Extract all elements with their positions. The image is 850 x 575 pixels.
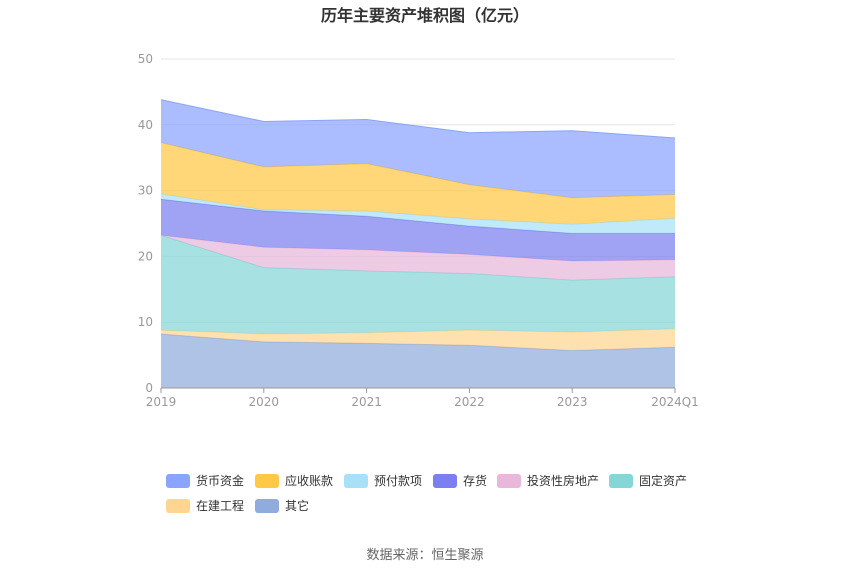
area-2 [161, 235, 675, 334]
area-6 [161, 142, 675, 225]
y-tick-label: 30 [138, 184, 153, 198]
legend-label: 在建工程 [196, 498, 244, 513]
area-4 [161, 199, 675, 261]
legend-swatch [609, 474, 633, 488]
y-tick-label: 20 [138, 249, 153, 263]
legend-swatch [433, 474, 457, 488]
y-tick-label: 40 [138, 118, 153, 132]
area-0 [161, 334, 675, 388]
legend-label: 货币资金 [196, 473, 244, 488]
legend-item[interactable]: 投资性房地产 [497, 473, 599, 488]
axes: 0 10 20 30 40 50 2019 2020 2021 2022 2023 2024Q1 [138, 52, 699, 409]
x-tick-label: 2024Q1 [651, 395, 699, 409]
legend-swatch [166, 474, 190, 488]
x-tick-label: 2021 [351, 395, 382, 409]
legend-label: 应收账款 [285, 473, 333, 488]
legend-swatch [255, 499, 279, 513]
legend-item[interactable]: 货币资金 [166, 473, 244, 488]
legend-item[interactable]: 其它 [255, 498, 309, 513]
area-3 [161, 235, 675, 281]
area-1 [161, 328, 675, 351]
chart-title: 历年主要资产堆积图（亿元） [321, 6, 529, 25]
area-edge-7 [160, 99, 676, 139]
y-tick-label: 0 [145, 381, 153, 395]
x-tick-label: 2022 [454, 395, 485, 409]
legend-item[interactable]: 在建工程 [166, 498, 244, 513]
legend-item[interactable]: 预付款项 [344, 474, 422, 488]
legend-label: 投资性房地产 [527, 473, 599, 488]
area-series [160, 99, 676, 388]
data-source: 数据来源：恒生聚源 [366, 548, 483, 563]
y-tick-label: 10 [138, 315, 153, 329]
x-tick-label: 2019 [146, 395, 177, 409]
y-tick-label: 50 [138, 52, 153, 66]
legend-item[interactable]: 应收账款 [255, 473, 333, 488]
x-tick-label: 2020 [249, 395, 280, 409]
legend-label: 预付款项 [374, 474, 422, 488]
legend-swatch [255, 474, 279, 488]
legend-label: 其它 [285, 498, 309, 513]
legend-swatch [344, 474, 368, 488]
legend-label: 固定资产 [639, 473, 687, 488]
area-5 [161, 193, 675, 234]
legend-item[interactable]: 固定资产 [609, 473, 687, 488]
legend-swatch [497, 474, 521, 488]
legend-label: 存货 [463, 473, 487, 488]
area-7 [161, 99, 675, 198]
x-tick-label: 2023 [557, 395, 588, 409]
legend-item[interactable]: 存货 [433, 473, 487, 488]
legend-swatch [166, 499, 190, 513]
